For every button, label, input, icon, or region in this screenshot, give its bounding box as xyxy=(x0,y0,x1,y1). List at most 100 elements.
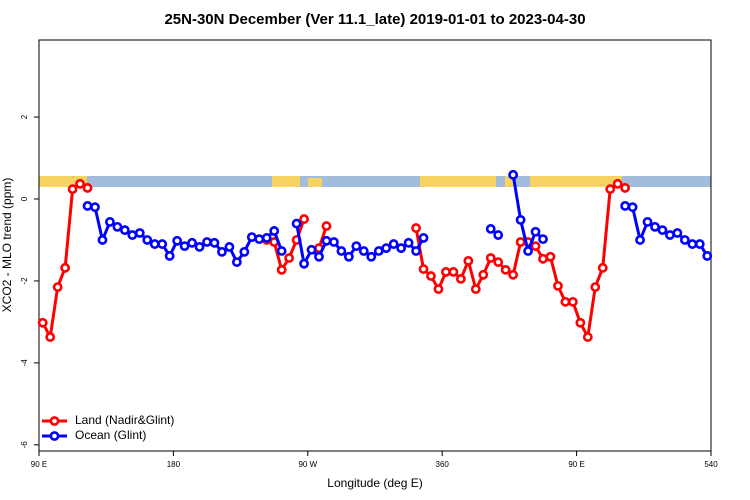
data-point xyxy=(119,225,130,236)
land-strip xyxy=(530,176,622,187)
legend-marker xyxy=(49,416,60,426)
data-point xyxy=(396,243,407,254)
data-point xyxy=(254,234,265,245)
y-axis-title: XCO2 - MLO trend (ppm) xyxy=(0,178,14,313)
data-point xyxy=(560,296,571,307)
data-point xyxy=(381,243,392,254)
data-point xyxy=(276,246,287,256)
data-point xyxy=(299,214,309,224)
series-line xyxy=(41,182,626,339)
data-point xyxy=(157,239,168,249)
data-point xyxy=(82,201,93,211)
land-strip xyxy=(272,176,300,187)
data-point xyxy=(485,253,496,263)
chart-title: 25N-30N December (Ver 11.1_late) 2019-01… xyxy=(164,11,585,28)
land-strip xyxy=(420,176,496,187)
data-point xyxy=(627,202,638,213)
data-point xyxy=(493,257,504,267)
data-point xyxy=(545,251,556,262)
data-point xyxy=(597,262,608,273)
data-point xyxy=(411,223,421,233)
data-point xyxy=(687,239,698,249)
data-point xyxy=(612,178,623,189)
data-point xyxy=(314,251,324,262)
data-point xyxy=(231,257,242,267)
data-point xyxy=(403,237,414,248)
data-point xyxy=(515,214,526,225)
data-point xyxy=(321,221,332,231)
data-point xyxy=(470,284,481,295)
data-point xyxy=(620,183,631,193)
data-point xyxy=(202,237,212,247)
data-point xyxy=(224,242,235,252)
data-point xyxy=(336,246,347,256)
legend-marker xyxy=(49,431,60,441)
data-point xyxy=(500,264,511,275)
data-point xyxy=(351,241,362,252)
data-point xyxy=(299,258,309,269)
land-strip xyxy=(308,178,322,187)
data-point xyxy=(67,184,78,195)
data-point xyxy=(261,233,272,243)
data-point xyxy=(523,246,533,256)
data-point xyxy=(284,253,295,263)
data-point xyxy=(620,201,631,211)
data-point xyxy=(433,284,444,295)
x-axis-title: Longitude (deg E) xyxy=(327,476,422,490)
data-point xyxy=(508,269,519,280)
data-point xyxy=(246,232,257,242)
series xyxy=(82,169,713,269)
data-point xyxy=(605,184,616,195)
data-point xyxy=(702,251,713,261)
data-point xyxy=(650,221,660,232)
data-point xyxy=(448,267,459,277)
x-tick-label: 360 xyxy=(436,460,450,469)
data-point xyxy=(358,246,369,256)
data-point xyxy=(127,230,138,240)
data-point xyxy=(75,178,85,189)
data-point xyxy=(590,282,601,292)
data-point xyxy=(388,239,399,249)
data-point xyxy=(567,296,578,307)
x-tick-label: 180 xyxy=(167,460,181,469)
data-point xyxy=(575,317,586,328)
data-point xyxy=(418,233,429,243)
data-point xyxy=(515,237,526,247)
data-point xyxy=(105,217,115,227)
data-point xyxy=(635,235,645,245)
data-point xyxy=(538,253,548,264)
data-point xyxy=(194,242,205,252)
data-point xyxy=(269,226,280,236)
land-strip xyxy=(505,176,515,187)
data-point xyxy=(679,235,690,245)
data-point xyxy=(134,228,145,238)
data-point xyxy=(179,241,190,252)
data-point xyxy=(426,271,436,281)
data-point xyxy=(37,317,48,328)
data-point xyxy=(508,169,519,180)
x-tick-label: 90 E xyxy=(31,460,47,469)
data-point xyxy=(642,217,653,227)
data-point xyxy=(142,235,153,245)
y-tick-label: 2 xyxy=(20,114,29,119)
data-point xyxy=(694,239,705,249)
data-point xyxy=(97,235,108,245)
data-point xyxy=(455,273,466,284)
data-point xyxy=(112,221,123,232)
data-point xyxy=(82,183,93,193)
data-point xyxy=(582,332,593,342)
land-strip xyxy=(39,176,87,187)
data-point xyxy=(217,246,227,257)
data-point xyxy=(52,282,63,292)
ocean-strip xyxy=(39,176,711,187)
data-point xyxy=(149,239,160,249)
data-point xyxy=(411,246,421,256)
data-point xyxy=(672,228,683,238)
x-tick-label: 90 W xyxy=(298,460,317,469)
data-point xyxy=(553,280,563,291)
y-tick-label: -2 xyxy=(20,277,29,285)
data-point xyxy=(441,267,451,277)
x-tick-label: 540 xyxy=(704,460,718,469)
data-point xyxy=(485,224,496,234)
